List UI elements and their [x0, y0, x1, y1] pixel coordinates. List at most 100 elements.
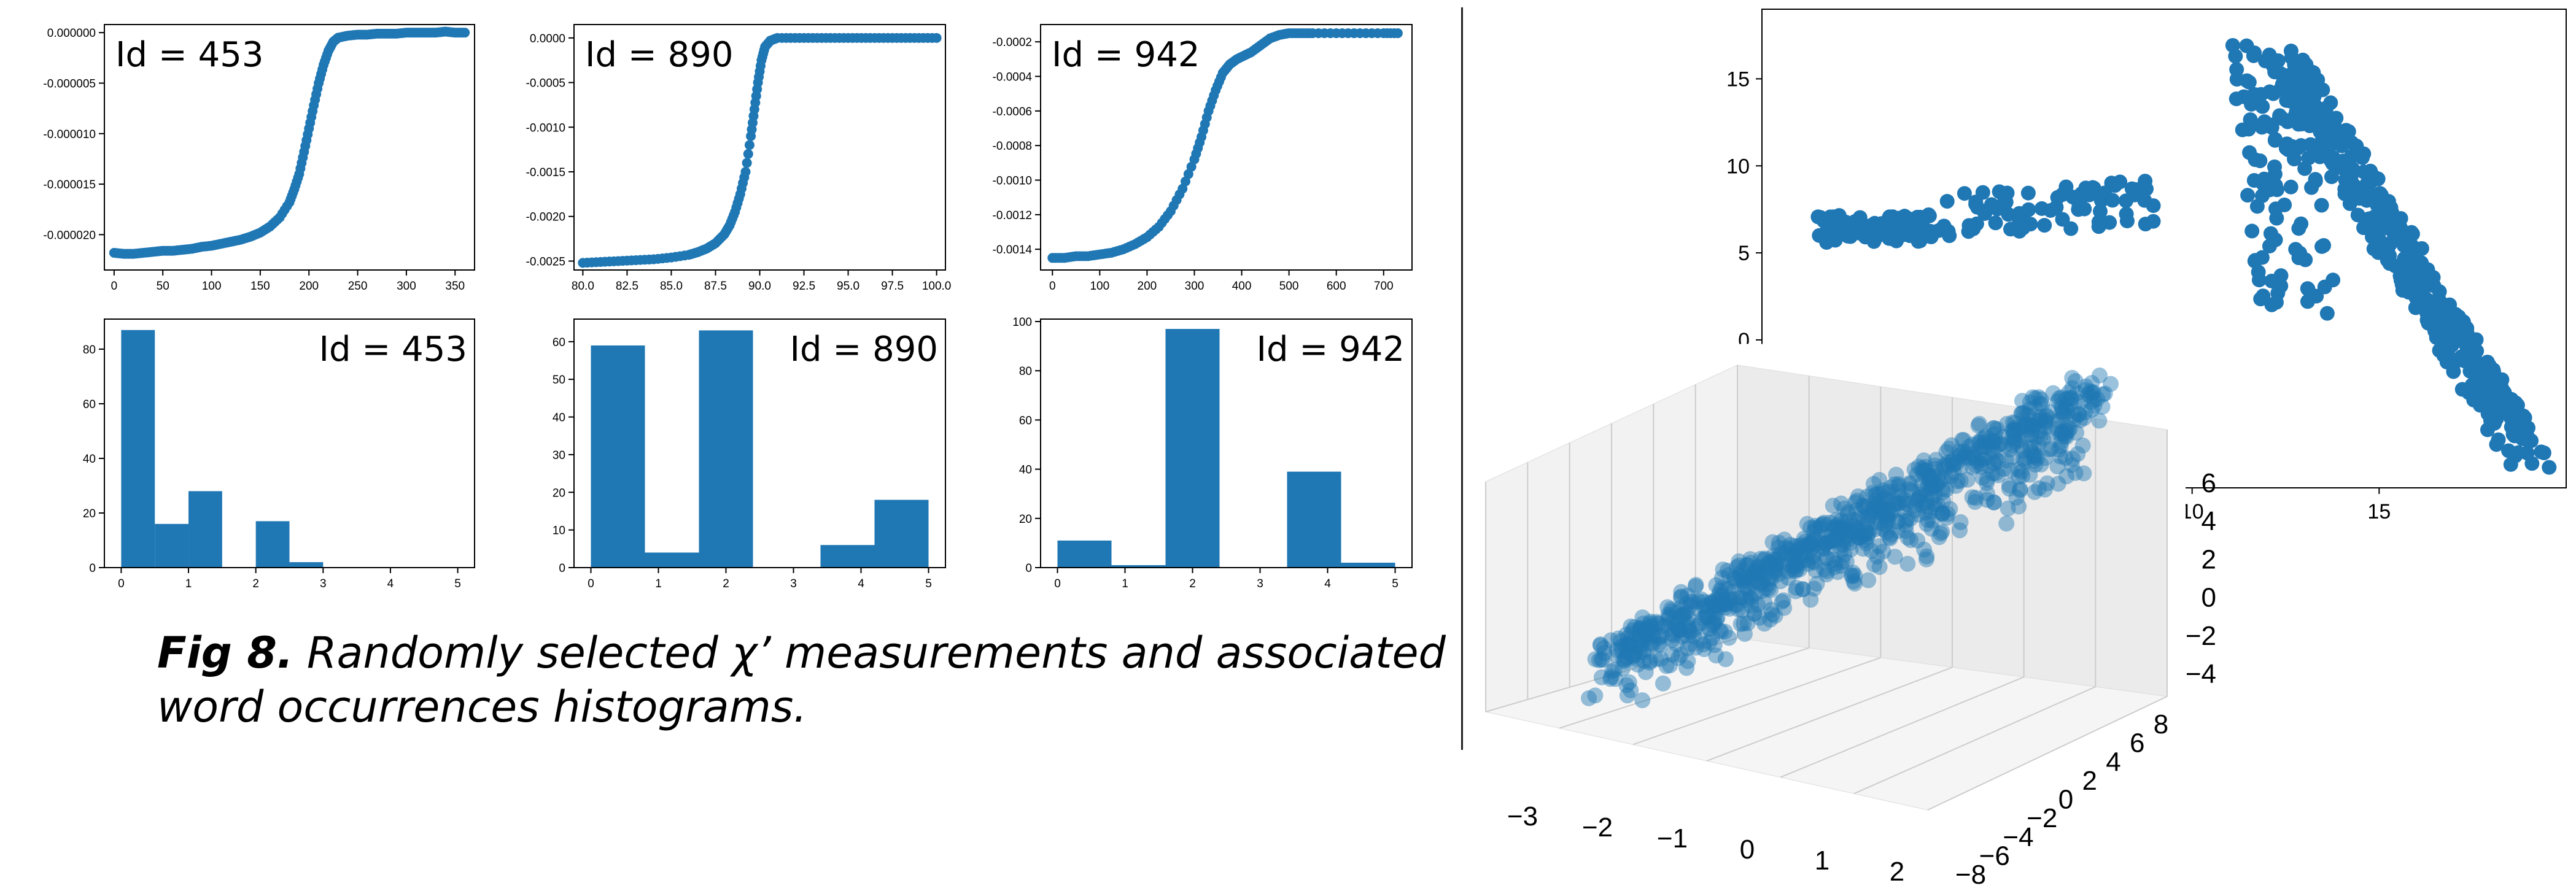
data-point: [2367, 169, 2382, 185]
data-point: [2397, 251, 2412, 266]
histogram-bar: [874, 500, 929, 568]
data-point: [1801, 542, 1818, 558]
data-point: [1790, 549, 1806, 566]
caption-label: Fig 8.: [157, 628, 293, 678]
data-point: [1767, 564, 1783, 580]
data-point: [1731, 553, 1747, 569]
data-point: [2252, 153, 2268, 169]
data-point: [2257, 114, 2272, 129]
data-point: [1719, 563, 1736, 579]
data-point: [2146, 214, 2161, 229]
data-point: [1856, 532, 1873, 549]
y-tick-label: 0: [2058, 785, 2073, 815]
data-point: [1699, 608, 1715, 625]
data-point: [1692, 632, 1709, 649]
chart-panel-6: 0 1 2 3 4 5 0 20 40 60 80 100 Id = 942: [1012, 316, 1413, 590]
x-tick-label: 5: [925, 577, 932, 590]
data-point: [2279, 136, 2295, 152]
data-point: [1633, 638, 1650, 655]
data-point: [1665, 614, 1682, 631]
y-tick-label: 40: [1019, 464, 1032, 477]
data-point: [1846, 518, 1863, 534]
data-point: [1689, 618, 1705, 634]
data-point: [1781, 556, 1798, 573]
data-point: [2012, 432, 2028, 449]
data-point: [2067, 373, 2084, 390]
data-point: [1797, 533, 1814, 550]
x-tick-label: 1: [185, 577, 192, 590]
data-point: [1934, 505, 1951, 522]
data-point: [2018, 415, 2035, 432]
data-point: [2431, 297, 2446, 312]
data-point: [1930, 496, 1946, 513]
data-point: [1708, 647, 1724, 664]
data-point: [2273, 278, 2289, 293]
data-point: [1890, 495, 1907, 512]
data-point: [931, 33, 942, 43]
data-point: [1632, 627, 1649, 644]
data-point: [1862, 507, 1879, 524]
data-point: [1875, 543, 1891, 560]
data-point: [1631, 638, 1648, 654]
data-point: [1781, 547, 1798, 563]
data-point: [1726, 571, 1743, 587]
data-point: [2373, 187, 2389, 202]
data-point: [1688, 639, 1704, 656]
data-point: [1627, 639, 1644, 656]
data-point: [1840, 531, 1856, 548]
data-point: [1826, 559, 1843, 576]
data-point: [2012, 223, 2027, 239]
data-point: [1717, 592, 1734, 609]
data-point: [1951, 443, 1968, 460]
data-point: [1724, 591, 1741, 608]
x-tick-label: 3: [790, 577, 797, 590]
x-tick-label: 85.0: [660, 280, 683, 293]
data-point: [1997, 193, 2012, 209]
data-point: [1986, 455, 2003, 472]
data-point: [1956, 448, 1973, 465]
data-point: [1857, 500, 1874, 516]
data-point: [1906, 461, 1923, 478]
data-point: [2012, 482, 2028, 499]
data-point: [2095, 386, 2111, 403]
data-point: [1809, 576, 1825, 592]
data-point: [1655, 675, 1671, 692]
data-point: [2051, 390, 2068, 407]
data-point: [1596, 640, 1612, 657]
data-point: [1673, 599, 1690, 615]
data-point: [1746, 606, 1763, 622]
data-point: [1664, 625, 1680, 642]
data-point: [1770, 550, 1787, 567]
data-point: [1664, 632, 1680, 649]
data-point: [1696, 641, 1712, 657]
data-point: [2037, 412, 2054, 428]
data-point: [1955, 432, 1972, 449]
data-point: [1979, 471, 1995, 488]
axes-frame: [104, 24, 475, 271]
data-point: [1850, 510, 1867, 526]
data-point: [1618, 649, 1635, 666]
data-point: [1845, 512, 1862, 528]
data-point: [2022, 401, 2038, 417]
data-point: [2534, 444, 2549, 460]
data-point: [1927, 460, 1944, 477]
data-point: [1890, 478, 1907, 495]
data-point: [1961, 438, 1977, 455]
data-point: [1836, 532, 1852, 549]
data-point: [2335, 161, 2351, 176]
data-point: [2013, 463, 2030, 480]
y-tick-label: -0.0025: [526, 255, 565, 268]
data-point: [1873, 504, 1890, 521]
data-point: [1828, 533, 1845, 550]
data-point: [2086, 398, 2103, 414]
data-point: [1992, 435, 2009, 452]
data-point: [2021, 202, 2036, 217]
data-point: [1845, 573, 1862, 590]
data-point: [2058, 399, 2074, 416]
data-point: [1964, 489, 1980, 506]
data-point: [2254, 250, 2270, 265]
data-point: [1790, 556, 1806, 573]
histogram-bar: [699, 330, 753, 568]
data-point: [1679, 587, 1696, 604]
data-point: [1756, 594, 1773, 611]
